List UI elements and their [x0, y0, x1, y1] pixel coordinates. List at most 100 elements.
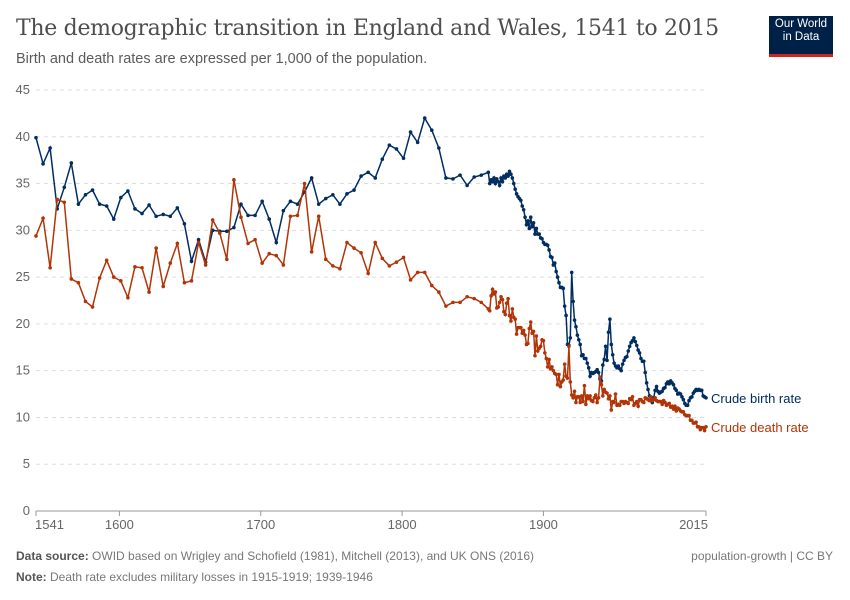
data-point	[533, 353, 537, 358]
data-point	[62, 200, 67, 205]
data-point	[147, 290, 151, 294]
data-point	[576, 337, 581, 342]
data-point	[345, 192, 349, 196]
data-point	[649, 395, 653, 399]
data-point	[267, 217, 272, 221]
data-point	[519, 198, 523, 203]
data-point	[663, 400, 667, 405]
data-point	[444, 176, 448, 180]
data-point	[295, 202, 300, 206]
data-point	[323, 196, 328, 201]
data-point	[527, 326, 532, 331]
data-point	[472, 296, 476, 301]
data-point	[588, 394, 592, 398]
data-point	[513, 317, 517, 322]
data-point	[526, 341, 530, 346]
series-label: Crude death rate	[711, 420, 809, 435]
data-point	[511, 181, 516, 186]
data-point	[687, 398, 691, 403]
data-point	[523, 333, 527, 337]
data-point	[636, 348, 640, 352]
data-point	[323, 257, 328, 262]
y-tick-label: 10	[16, 409, 30, 424]
data-point	[415, 140, 420, 145]
data-point	[579, 394, 584, 398]
data-point	[175, 206, 180, 210]
data-point	[647, 398, 652, 403]
data-point	[510, 176, 515, 180]
data-point	[671, 382, 676, 387]
series-label: Crude birth rate	[711, 391, 801, 406]
data-point	[572, 318, 577, 322]
data-point	[602, 357, 607, 362]
data-point	[69, 277, 74, 281]
owid-logo[interactable]: Our World in Data	[769, 16, 833, 57]
data-point	[510, 307, 515, 311]
data-point	[493, 290, 498, 294]
y-tick-label: 0	[23, 503, 30, 518]
data-point	[203, 263, 208, 267]
data-point	[554, 269, 558, 274]
data-point	[239, 215, 243, 220]
y-tick-label: 20	[16, 316, 30, 331]
data-point	[610, 352, 615, 357]
data-point	[534, 226, 539, 231]
data-point	[643, 370, 648, 375]
data-point	[497, 300, 502, 305]
data-point	[678, 392, 683, 396]
data-point	[524, 222, 529, 227]
source-text: OWID based on Wrigley and Schofield (198…	[88, 549, 535, 563]
data-point	[616, 364, 621, 368]
data-point	[547, 248, 551, 252]
data-point	[561, 286, 566, 291]
data-point	[196, 240, 201, 245]
data-point	[359, 174, 363, 178]
data-point	[571, 299, 575, 304]
data-point	[352, 246, 356, 250]
data-point	[111, 217, 116, 221]
data-point	[633, 339, 638, 344]
data-point	[429, 283, 434, 288]
data-point	[622, 358, 626, 363]
data-point	[571, 395, 575, 400]
data-point	[642, 359, 646, 364]
data-source: Data source: OWID based on Wrigley and S…	[16, 549, 534, 563]
data-point	[534, 334, 539, 338]
data-point	[133, 207, 137, 211]
data-point	[359, 250, 363, 255]
chart-note: Note: Death rate excludes military losse…	[16, 570, 373, 584]
license-link[interactable]: population-growth | CC BY	[691, 549, 833, 563]
data-point	[612, 400, 616, 405]
data-point	[585, 394, 590, 398]
data-point	[575, 333, 580, 337]
data-point	[599, 382, 604, 387]
data-point	[345, 240, 349, 245]
data-point	[568, 336, 573, 340]
data-point	[401, 255, 406, 260]
data-point	[626, 349, 631, 353]
data-point	[246, 241, 250, 246]
data-point	[500, 297, 505, 302]
data-point	[507, 169, 512, 174]
data-point	[41, 162, 45, 166]
data-point	[690, 395, 694, 399]
data-point	[422, 116, 427, 120]
data-point	[415, 270, 420, 275]
data-point	[608, 317, 612, 322]
data-point	[528, 320, 533, 324]
data-point	[217, 231, 222, 235]
data-point	[126, 295, 130, 300]
data-point	[34, 234, 38, 238]
data-point	[584, 402, 588, 407]
data-point	[502, 309, 506, 314]
data-point	[90, 188, 95, 192]
data-point	[387, 264, 392, 268]
data-point	[260, 199, 264, 204]
data-point	[408, 278, 413, 282]
data-point	[486, 170, 491, 175]
data-point	[338, 202, 342, 206]
data-point	[408, 130, 413, 134]
data-point	[687, 413, 691, 418]
data-point	[578, 342, 582, 347]
